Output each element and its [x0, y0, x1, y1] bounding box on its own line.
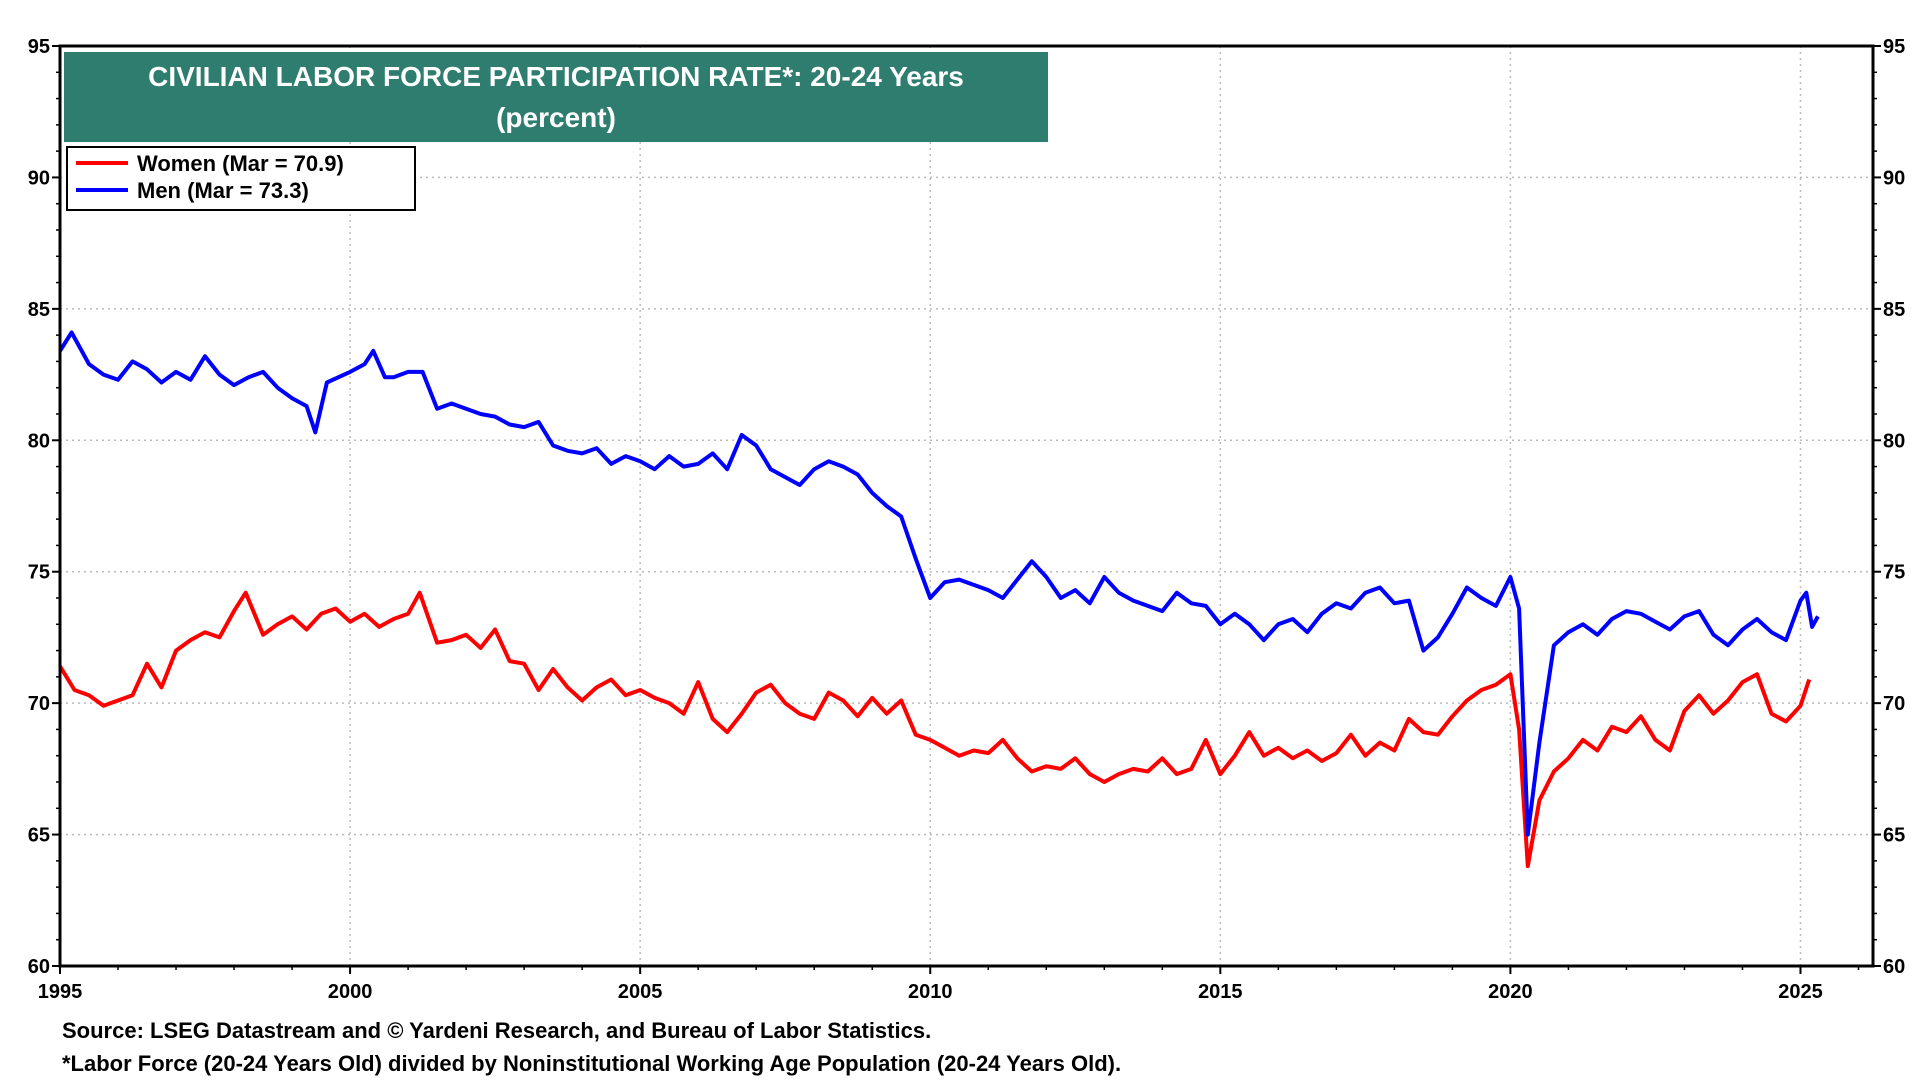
x-tick-label: 2005	[618, 981, 663, 1003]
y-tick-label-left: 80	[28, 430, 50, 452]
y-tick-label-left: 65	[28, 825, 50, 847]
legend-label-men: Men (Mar = 73.3)	[137, 178, 309, 203]
y-tick-label-right: 95	[1883, 36, 1905, 58]
y-tick-label-left: 75	[28, 562, 50, 584]
series-lines	[58, 330, 1820, 869]
x-tick-label: 1995	[38, 981, 83, 1003]
grid	[60, 46, 1873, 966]
y-tick-label-right: 90	[1883, 167, 1905, 189]
plot-frame	[58, 44, 1875, 968]
title-box: CIVILIAN LABOR FORCE PARTICIPATION RATE*…	[64, 52, 1048, 142]
y-tick-label-right: 75	[1883, 562, 1905, 584]
definition-footnote: *Labor Force (20-24 Years Old) divided b…	[62, 1051, 1122, 1076]
y-tick-label-right: 85	[1883, 299, 1905, 321]
y-tick-label-right: 70	[1883, 693, 1905, 715]
y-tick-label-right: 65	[1883, 825, 1905, 847]
legend-box	[66, 146, 416, 211]
x-tick-label: 2020	[1488, 981, 1533, 1003]
title-background	[64, 52, 1048, 142]
legend: Women (Mar = 70.9) Men (Mar = 73.3)	[66, 146, 416, 211]
y-tick-label-right: 60	[1883, 956, 1905, 978]
y-tick-label-left: 90	[28, 167, 50, 189]
chart-title: CIVILIAN LABOR FORCE PARTICIPATION RATE*…	[148, 61, 964, 92]
x-tick-label: 2015	[1198, 981, 1243, 1003]
y-tick-label-left: 60	[28, 956, 50, 978]
y-tick-label-left: 70	[28, 693, 50, 715]
x-tick-label: 2025	[1778, 981, 1823, 1003]
x-tick-label: 2000	[328, 981, 373, 1003]
legend-label-women: Women (Mar = 70.9)	[137, 151, 344, 176]
x-tick-label: 2010	[908, 981, 953, 1003]
chart-subtitle: (percent)	[496, 102, 616, 133]
y-tick-label-right: 80	[1883, 430, 1905, 452]
y-tick-label-left: 85	[28, 299, 50, 321]
source-footnote: Source: LSEG Datastream and © Yardeni Re…	[62, 1018, 932, 1043]
series-line-women	[58, 590, 1812, 869]
series-line-men	[58, 330, 1820, 837]
axis-ticks: 60 60 65 65 70 70 75 75 80 80 85 85 90 90 95 95 1995 2000…	[28, 36, 1906, 1003]
y-tick-label-left: 95	[28, 36, 50, 58]
